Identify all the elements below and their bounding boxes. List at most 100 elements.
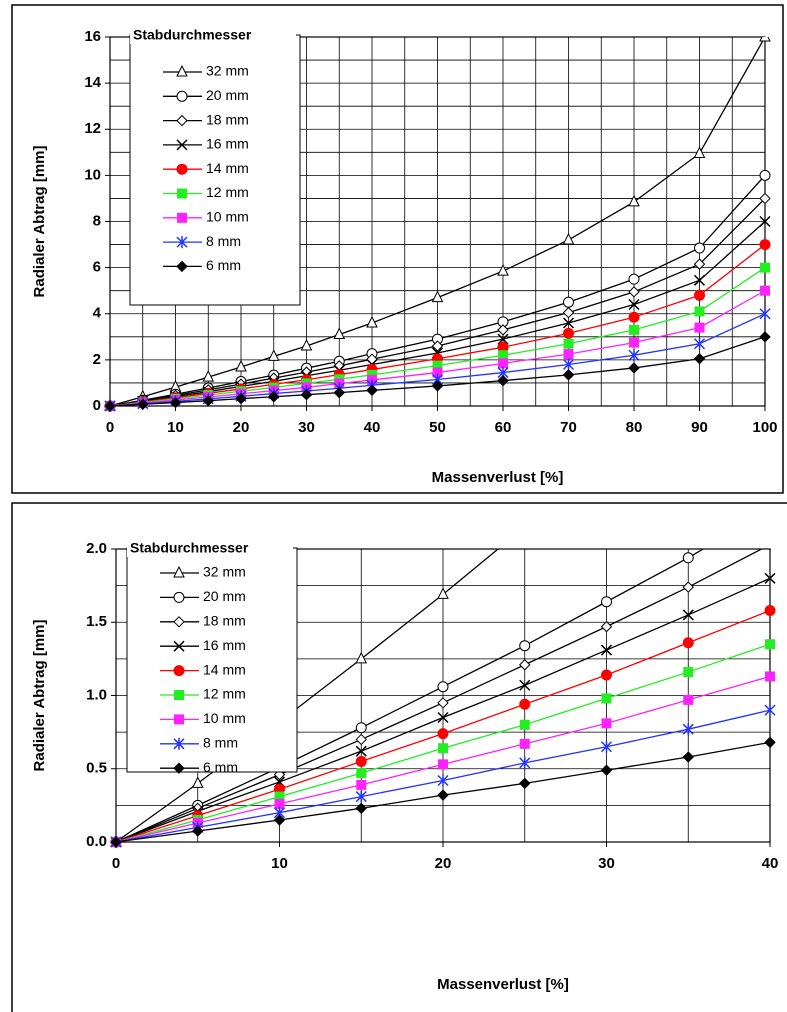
marker [437,711,449,724]
marker [177,188,187,199]
legend-label: 18 mm [206,111,249,127]
marker [764,736,776,749]
y-axis-label: Radialer Abtrag [mm] [31,620,48,772]
marker [437,774,449,787]
marker [764,605,776,617]
marker [437,728,449,740]
marker [563,338,574,349]
marker [173,665,185,677]
marker [176,64,188,77]
marker [110,836,122,848]
marker [274,798,285,809]
legend-label: 16 mm [203,637,246,653]
marker [600,740,613,753]
marker [601,718,612,729]
marker [629,324,639,335]
marker [169,396,182,409]
marker [333,386,345,399]
marker [355,755,367,767]
marker [173,616,185,628]
marker [431,380,444,392]
marker [432,367,443,378]
marker [519,756,531,769]
x-tick-label: 100 [752,419,777,436]
marker [174,690,184,700]
marker [437,789,449,801]
x-tick-label: 10 [271,855,288,872]
x-tick-label: 30 [598,855,615,872]
marker [355,651,368,664]
marker [693,337,706,350]
marker [600,764,613,776]
marker [333,327,346,340]
marker [356,768,367,779]
marker [273,814,286,826]
x-tick-label: 80 [626,419,643,436]
marker [274,791,285,802]
marker [300,338,313,351]
y-tick-label: 2 [93,351,101,368]
legend-label: 20 mm [206,87,249,103]
marker [176,139,188,151]
y-tick-label: 1.0 [86,686,107,703]
marker [438,759,448,770]
y-tick-label: 0.5 [86,760,107,777]
marker [519,698,531,710]
marker [562,317,575,329]
marker [519,777,531,790]
marker [600,644,613,656]
marker [694,306,705,317]
marker [268,391,280,403]
marker [497,263,509,276]
y-tick-label: 6 [93,259,101,276]
marker [759,307,771,320]
marker [176,114,188,127]
marker [562,369,575,381]
marker [519,640,531,652]
marker [356,779,367,790]
legend-label: 12 mm [203,686,246,702]
marker [519,719,530,730]
marker [177,212,187,223]
marker [601,669,612,681]
marker [355,790,367,803]
marker [628,311,640,323]
legend-box [129,34,301,306]
x-tick-label: 50 [429,419,446,436]
marker [628,362,640,374]
legend-label: 12 mm [206,184,249,200]
chart: 0 10 20 30 40 0.0 0.5 1.0 1.5 2.0 Massenverlust [%… [11,502,787,1012]
legend-label: 20 mm [203,588,246,604]
marker [764,572,776,584]
marker [519,659,531,671]
x-tick-label: 40 [762,855,779,872]
marker [191,776,204,788]
marker [104,400,116,412]
marker [431,340,444,352]
marker [437,681,449,693]
legend-title-bg [130,26,296,44]
legend-box [126,547,298,773]
y-tick-label: 4 [93,305,102,322]
marker [628,273,640,285]
marker [693,274,706,286]
chart-frame [11,4,784,494]
marker [628,298,640,311]
plot-area [104,37,771,412]
marker [431,290,444,303]
marker [764,704,776,717]
marker [366,384,378,397]
marker [300,388,313,401]
marker [176,236,188,249]
marker [355,733,367,746]
legend-label: 18 mm [203,613,246,629]
marker [367,369,377,380]
x-tick-label: 90 [691,419,708,436]
x-tick-label: 0 [106,419,114,436]
marker [628,286,640,298]
marker [235,359,247,372]
marker [137,398,149,410]
legend-label: 32 mm [206,63,249,79]
